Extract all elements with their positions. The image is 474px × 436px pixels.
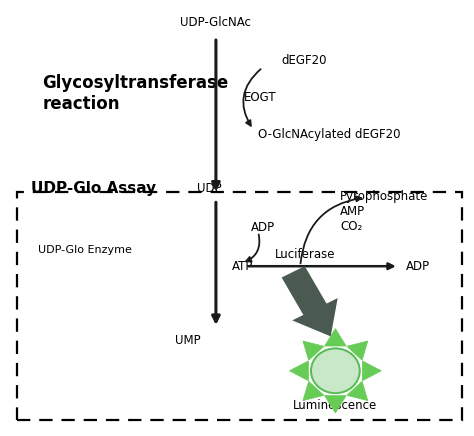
Polygon shape: [303, 341, 324, 360]
Polygon shape: [325, 329, 346, 346]
Polygon shape: [325, 395, 346, 413]
Text: UDP-Glo Assay: UDP-Glo Assay: [31, 181, 156, 196]
Text: ADP: ADP: [406, 260, 430, 272]
Polygon shape: [290, 361, 309, 381]
Polygon shape: [282, 266, 337, 336]
Text: Pyrophosphate
AMP
CO₂: Pyrophosphate AMP CO₂: [340, 190, 428, 233]
Polygon shape: [303, 382, 324, 401]
Text: UDP-Glo Enzyme: UDP-Glo Enzyme: [38, 245, 132, 255]
Text: ADP: ADP: [251, 221, 275, 234]
Polygon shape: [347, 341, 368, 360]
Text: Luciferase: Luciferase: [274, 248, 335, 261]
Text: Luminescence: Luminescence: [293, 399, 377, 412]
Text: UDP-GlcNAc: UDP-GlcNAc: [181, 16, 251, 29]
Text: Glycosyltransferase
reaction: Glycosyltransferase reaction: [43, 74, 229, 112]
Text: EOGT: EOGT: [244, 91, 277, 104]
Polygon shape: [347, 382, 368, 401]
Polygon shape: [362, 361, 381, 381]
Text: UDP: UDP: [197, 182, 222, 195]
Text: UMP: UMP: [175, 334, 201, 347]
Text: ATP: ATP: [232, 260, 254, 272]
Circle shape: [311, 348, 360, 393]
Text: O-GlcNAcylated dEGF20: O-GlcNAcylated dEGF20: [258, 128, 401, 140]
Text: dEGF20: dEGF20: [282, 54, 327, 68]
